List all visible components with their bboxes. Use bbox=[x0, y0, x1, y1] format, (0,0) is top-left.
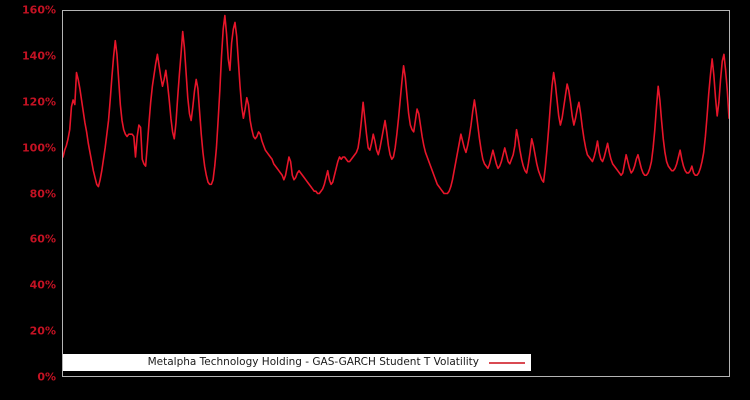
legend-item-label: Metalpha Technology Holding - GAS-GARCH … bbox=[147, 356, 479, 369]
plot-area bbox=[62, 10, 730, 377]
y-axis-tick-label: 0% bbox=[37, 370, 56, 384]
y-axis-tick-label: 40% bbox=[29, 278, 56, 292]
volatility-line-series bbox=[63, 14, 729, 195]
legend-color-swatch bbox=[489, 361, 525, 364]
series-polyline bbox=[63, 14, 729, 195]
y-axis-tick-labels: 160% 140% 120% 100% 80% 60% 40% 20% 0% bbox=[8, 0, 56, 400]
chart-legend: Metalpha Technology Holding - GAS-GARCH … bbox=[63, 354, 531, 371]
y-axis-tick-label: 80% bbox=[29, 187, 56, 200]
y-axis-tick-label: 20% bbox=[29, 324, 56, 338]
y-axis-tick-label: 160% bbox=[22, 3, 56, 17]
y-axis-tick-label: 140% bbox=[22, 49, 56, 63]
y-axis-tick-label: 120% bbox=[22, 95, 56, 109]
y-axis-tick-label: 100% bbox=[22, 141, 56, 155]
y-axis-tick-label: 60% bbox=[29, 232, 56, 246]
